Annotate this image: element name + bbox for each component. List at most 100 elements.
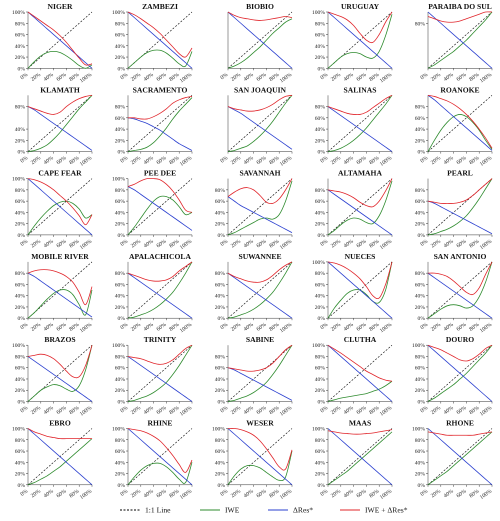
- y-tick-label: 80%: [415, 271, 426, 277]
- y-tick-label: 80%: [315, 105, 326, 111]
- x-tick-label: 60%: [256, 72, 268, 83]
- x-tick-label: 0%: [220, 72, 230, 81]
- panel-title: RHONE: [446, 419, 474, 428]
- series-dres: [327, 189, 393, 236]
- one-to-one-line: [127, 95, 193, 152]
- x-tick-label: 80%: [268, 405, 280, 416]
- x-tick-label: 40%: [43, 72, 55, 83]
- x-tick-label: 60%: [456, 155, 468, 166]
- y-tick-label: 0%: [18, 150, 26, 156]
- y-tick-label: 0%: [18, 233, 26, 239]
- x-tick-label: 0%: [220, 488, 230, 497]
- x-tick-label: 40%: [243, 238, 255, 249]
- x-tick-label: 20%: [330, 155, 342, 166]
- y-tick-label: 60%: [415, 116, 426, 122]
- y-tick-label: 40%: [15, 294, 26, 300]
- y-tick-label: 40%: [315, 294, 326, 300]
- x-tick-label: 0%: [20, 72, 30, 81]
- x-tick-label: 0%: [420, 238, 430, 247]
- series-sum: [127, 96, 193, 120]
- x-tick-label: 60%: [156, 155, 168, 166]
- x-tick-label: 40%: [243, 322, 255, 333]
- x-tick-label: 100%: [379, 72, 393, 85]
- panel-title: ALTAMAHA: [338, 169, 382, 178]
- series-iwe: [27, 95, 93, 152]
- series-dres: [127, 272, 193, 319]
- series-dres: [27, 272, 93, 318]
- y-tick-label: 100%: [312, 10, 325, 16]
- x-tick-label: 100%: [279, 155, 293, 168]
- x-tick-label: 100%: [79, 405, 93, 418]
- series-dres: [27, 106, 93, 151]
- x-tick-label: 0%: [20, 405, 30, 414]
- y-tick-label: 60%: [15, 366, 26, 372]
- x-tick-label: 80%: [168, 238, 180, 249]
- series-iwe: [327, 180, 393, 236]
- one-to-one-line: [127, 178, 193, 236]
- y-tick-label: 60%: [115, 199, 126, 205]
- y-tick-label: 80%: [15, 188, 26, 194]
- y-tick-label: 60%: [415, 366, 426, 372]
- series-iwe: [227, 450, 293, 486]
- y-tick-label: 20%: [215, 472, 226, 478]
- one-to-one-line: [227, 178, 293, 236]
- x-tick-label: 40%: [43, 405, 55, 416]
- y-tick-label: 20%: [15, 388, 26, 394]
- series-dres: [327, 106, 393, 152]
- y-tick-label: 60%: [215, 282, 226, 288]
- y-tick-label: 0%: [418, 483, 426, 489]
- y-tick-label: 40%: [215, 460, 226, 466]
- y-tick-label: 40%: [115, 294, 126, 300]
- y-tick-label: 80%: [15, 21, 26, 27]
- x-tick-label: 20%: [30, 72, 42, 83]
- y-tick-label: 80%: [115, 354, 126, 360]
- y-tick-label: 80%: [115, 188, 126, 194]
- x-tick-label: 80%: [368, 72, 380, 83]
- x-tick-label: 40%: [143, 488, 155, 499]
- series-dres: [227, 11, 293, 69]
- series-sum: [427, 431, 493, 436]
- series-iwe: [127, 195, 193, 236]
- series-dres: [127, 428, 193, 486]
- y-tick-label: 0%: [18, 400, 26, 406]
- x-tick-label: 100%: [179, 238, 193, 251]
- series-dres: [227, 272, 293, 319]
- series-dres: [327, 261, 393, 319]
- y-tick-label: 80%: [315, 188, 326, 194]
- series-dres: [327, 344, 393, 402]
- y-tick-label: 40%: [215, 377, 226, 383]
- x-tick-label: 100%: [479, 238, 493, 251]
- y-tick-label: 20%: [115, 138, 126, 144]
- y-tick-label: 0%: [118, 316, 126, 322]
- x-tick-label: 0%: [20, 238, 30, 247]
- series-iwe: [127, 344, 193, 402]
- y-tick-label: 80%: [15, 354, 26, 360]
- series-sum: [427, 178, 493, 204]
- panel-title: SUWANNEE: [238, 252, 281, 261]
- y-tick-label: 80%: [15, 271, 26, 277]
- y-tick-label: 0%: [118, 66, 126, 72]
- series-dres: [427, 272, 493, 319]
- x-tick-label: 60%: [356, 72, 368, 83]
- x-tick-label: 60%: [456, 72, 468, 83]
- x-tick-label: 80%: [68, 488, 80, 499]
- series-dres: [227, 428, 293, 486]
- x-tick-label: 0%: [420, 488, 430, 497]
- y-tick-label: 20%: [315, 138, 326, 144]
- y-tick-label: 100%: [412, 343, 425, 349]
- series-sum: [327, 261, 393, 300]
- x-tick-label: 0%: [320, 72, 330, 81]
- y-tick-label: 80%: [415, 21, 426, 27]
- x-tick-label: 100%: [279, 405, 293, 418]
- x-tick-label: 40%: [243, 488, 255, 499]
- x-tick-label: 80%: [68, 405, 80, 416]
- x-tick-label: 60%: [456, 322, 468, 333]
- y-tick-label: 40%: [15, 210, 26, 216]
- y-tick-label: 20%: [115, 222, 126, 228]
- x-tick-label: 80%: [368, 322, 380, 333]
- y-tick-label: 100%: [12, 10, 25, 16]
